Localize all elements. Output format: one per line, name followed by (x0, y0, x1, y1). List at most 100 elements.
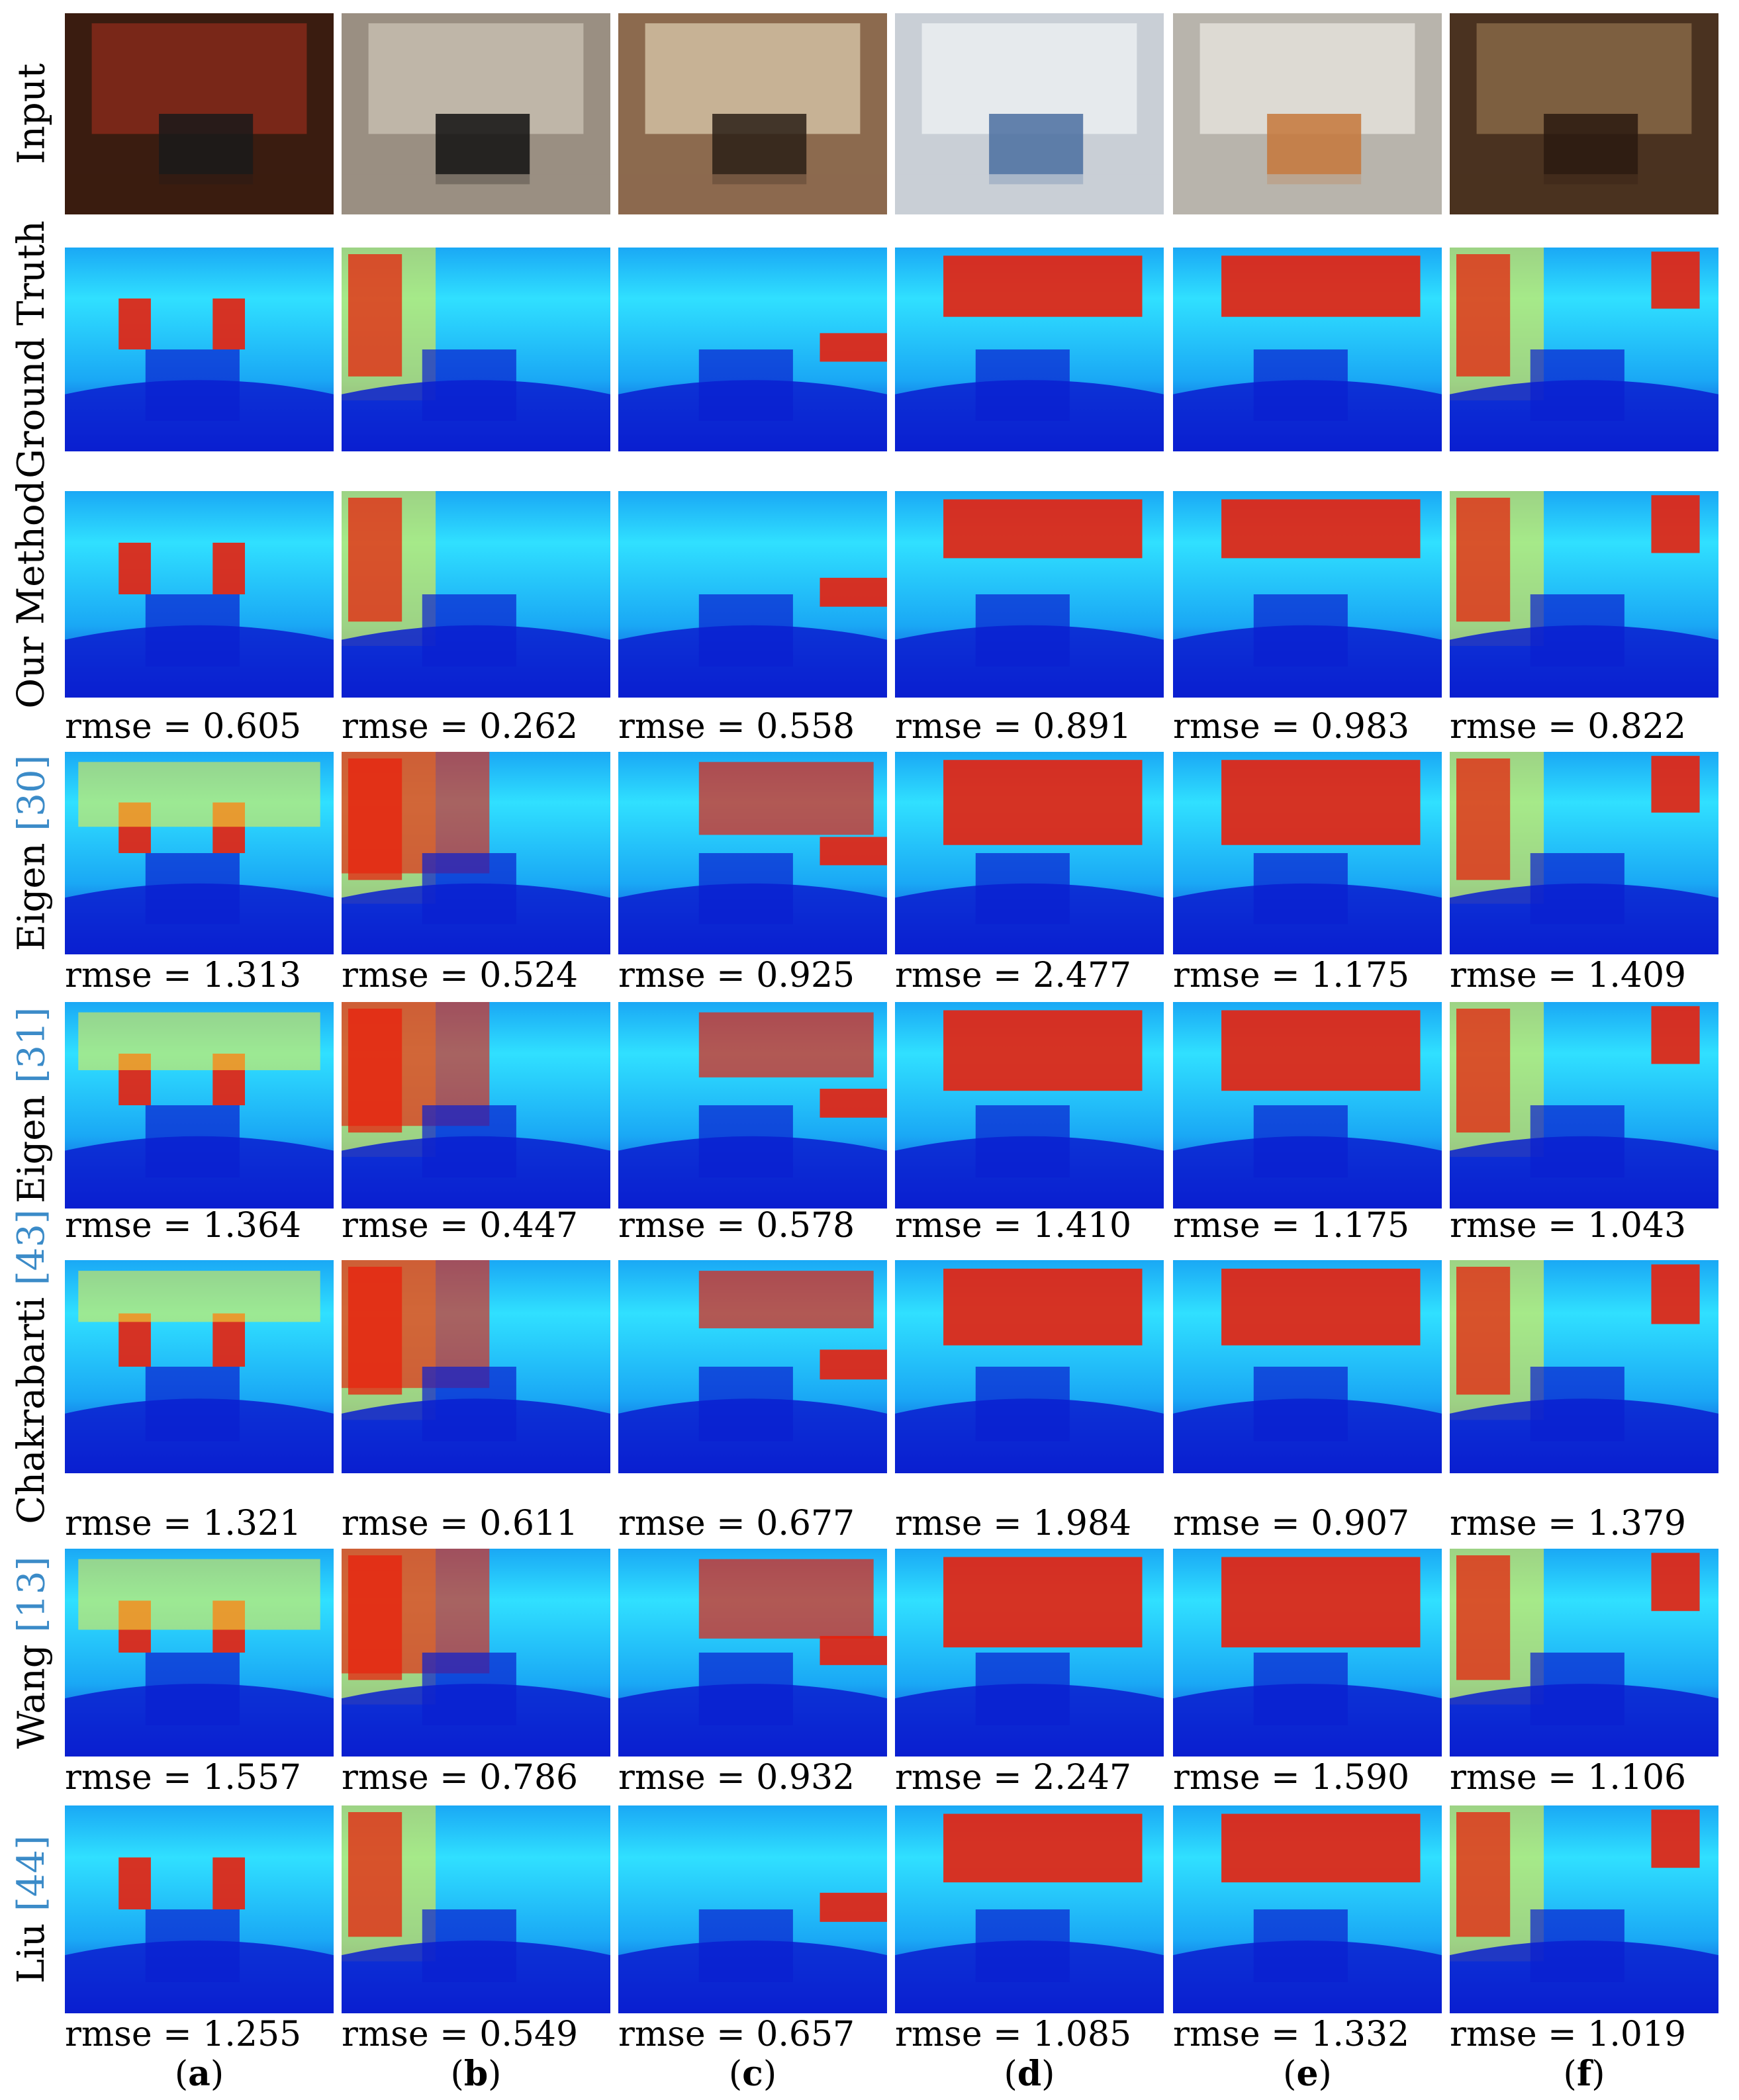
depth-map-image (618, 1260, 887, 1473)
rmse-number: 0.907 (1311, 1504, 1410, 1543)
rmse-prefix: rmse = (618, 1206, 757, 1246)
rmse-prefix: rmse = (618, 2015, 757, 2054)
rmse-value: rmse = 0.524 (342, 958, 610, 993)
rmse-value: rmse = 0.605 (65, 709, 334, 744)
depth-map-image (895, 491, 1164, 698)
input-photo-image (342, 13, 610, 214)
row-label-text: Our Method (10, 480, 53, 708)
depth-map (65, 1805, 334, 2013)
depth-map-image (65, 491, 334, 698)
depth-map-image (618, 248, 887, 451)
row-label-citation[interactable]: [44] (10, 1835, 54, 1911)
row-label-text: Input (10, 64, 53, 165)
rmse-value: rmse = 1.175 (1173, 958, 1442, 993)
depth-map (618, 491, 887, 698)
depth-map-image (65, 752, 334, 954)
rmse-prefix: rmse = (342, 1206, 480, 1246)
depth-map-image (342, 1805, 610, 2013)
depth-map (895, 1002, 1164, 1209)
depth-map (1450, 1549, 1718, 1757)
row-label-citation[interactable]: [43] (10, 1209, 53, 1286)
rmse-value: rmse = 1.043 (1450, 1209, 1718, 1243)
depth-map-image (1450, 1260, 1718, 1473)
row-label-citation[interactable]: [30] (10, 754, 54, 831)
column-letter: c (742, 2054, 763, 2094)
depth-map (618, 752, 887, 954)
depth-map (1173, 1260, 1442, 1473)
rmse-prefix: rmse = (618, 1504, 757, 1543)
depth-map-image (342, 491, 610, 698)
rmse-value: rmse = 2.477 (895, 958, 1164, 993)
depth-map-image (895, 1260, 1164, 1473)
depth-map (1173, 1002, 1442, 1209)
rmse-number: 0.891 (1033, 707, 1132, 747)
depth-map (1450, 752, 1718, 954)
rmse-value: rmse = 1.409 (1450, 958, 1718, 993)
depth-map-image (1173, 1260, 1442, 1473)
depth-map (1450, 491, 1718, 698)
column-label: (f) (1563, 2054, 1605, 2094)
rmse-value: rmse = 0.786 (342, 1760, 610, 1795)
depth-map (895, 752, 1164, 954)
rmse-value: rmse = 0.578 (618, 1209, 887, 1243)
depth-map-image (1450, 491, 1718, 698)
depth-map-image (1173, 1805, 1442, 2013)
rmse-prefix: rmse = (895, 707, 1033, 747)
depth-map-image (895, 248, 1164, 451)
rmse-prefix: rmse = (1450, 707, 1588, 747)
rmse-prefix: rmse = (895, 1206, 1033, 1246)
rmse-number: 1.332 (1311, 2015, 1410, 2054)
depth-map-image (65, 1805, 334, 2013)
rmse-number: 1.085 (1033, 2015, 1132, 2054)
rmse-number: 1.984 (1033, 1504, 1132, 1543)
rmse-number: 0.983 (1311, 707, 1410, 747)
column-label: (c) (728, 2054, 777, 2094)
depth-map-image (65, 248, 334, 451)
depth-map (895, 1805, 1164, 2013)
rmse-number: 1.175 (1311, 1206, 1410, 1246)
rmse-number: 1.410 (1033, 1206, 1132, 1246)
row-label-citation[interactable]: [31] (10, 1007, 54, 1083)
depth-map (618, 1002, 887, 1209)
input-photo-image (1173, 13, 1442, 214)
rmse-prefix: rmse = (1450, 1206, 1588, 1246)
row-label: Eigen [30] (5, 752, 58, 954)
depth-map (1173, 1805, 1442, 2013)
row-label: Chakrabarti [43] (5, 1209, 58, 1524)
rmse-prefix: rmse = (1173, 956, 1311, 995)
rmse-value: rmse = 0.822 (1450, 709, 1718, 744)
input-photo (1450, 13, 1718, 214)
depth-map-image (342, 752, 610, 954)
input-photo (895, 13, 1164, 214)
rmse-number: 1.557 (203, 1758, 302, 1798)
depth-map-image (895, 752, 1164, 954)
rmse-prefix: rmse = (342, 707, 480, 747)
depth-map-image (1450, 248, 1718, 451)
rmse-prefix: rmse = (895, 1504, 1033, 1543)
rmse-value: rmse = 1.106 (1450, 1760, 1718, 1795)
rmse-value: rmse = 1.410 (895, 1209, 1164, 1243)
column-label: (b) (450, 2054, 502, 2094)
input-photo (1173, 13, 1442, 214)
row-label-name: Liu (10, 1911, 54, 1984)
rmse-prefix: rmse = (1173, 2015, 1311, 2054)
depth-map (1450, 248, 1718, 451)
depth-map-image (895, 1805, 1164, 2013)
depth-map-image (895, 1002, 1164, 1209)
rmse-number: 1.409 (1587, 956, 1687, 995)
depth-map (1173, 1549, 1442, 1757)
depth-map (895, 248, 1164, 451)
row-label-text: Liu [44] (10, 1835, 54, 1984)
depth-map-image (1173, 491, 1442, 698)
rmse-value: rmse = 1.379 (1450, 1506, 1718, 1541)
column-letter: a (188, 2054, 211, 2094)
depth-map-image (1173, 752, 1442, 954)
depth-map (65, 1549, 334, 1757)
row-label-citation[interactable]: [13] (10, 1556, 53, 1633)
depth-map (618, 1549, 887, 1757)
row-label-text: Wang [13] (10, 1556, 53, 1749)
depth-map (1450, 1260, 1718, 1473)
row-label-text: Eigen [31] (10, 1007, 54, 1204)
rmse-value: rmse = 0.907 (1173, 1506, 1442, 1541)
